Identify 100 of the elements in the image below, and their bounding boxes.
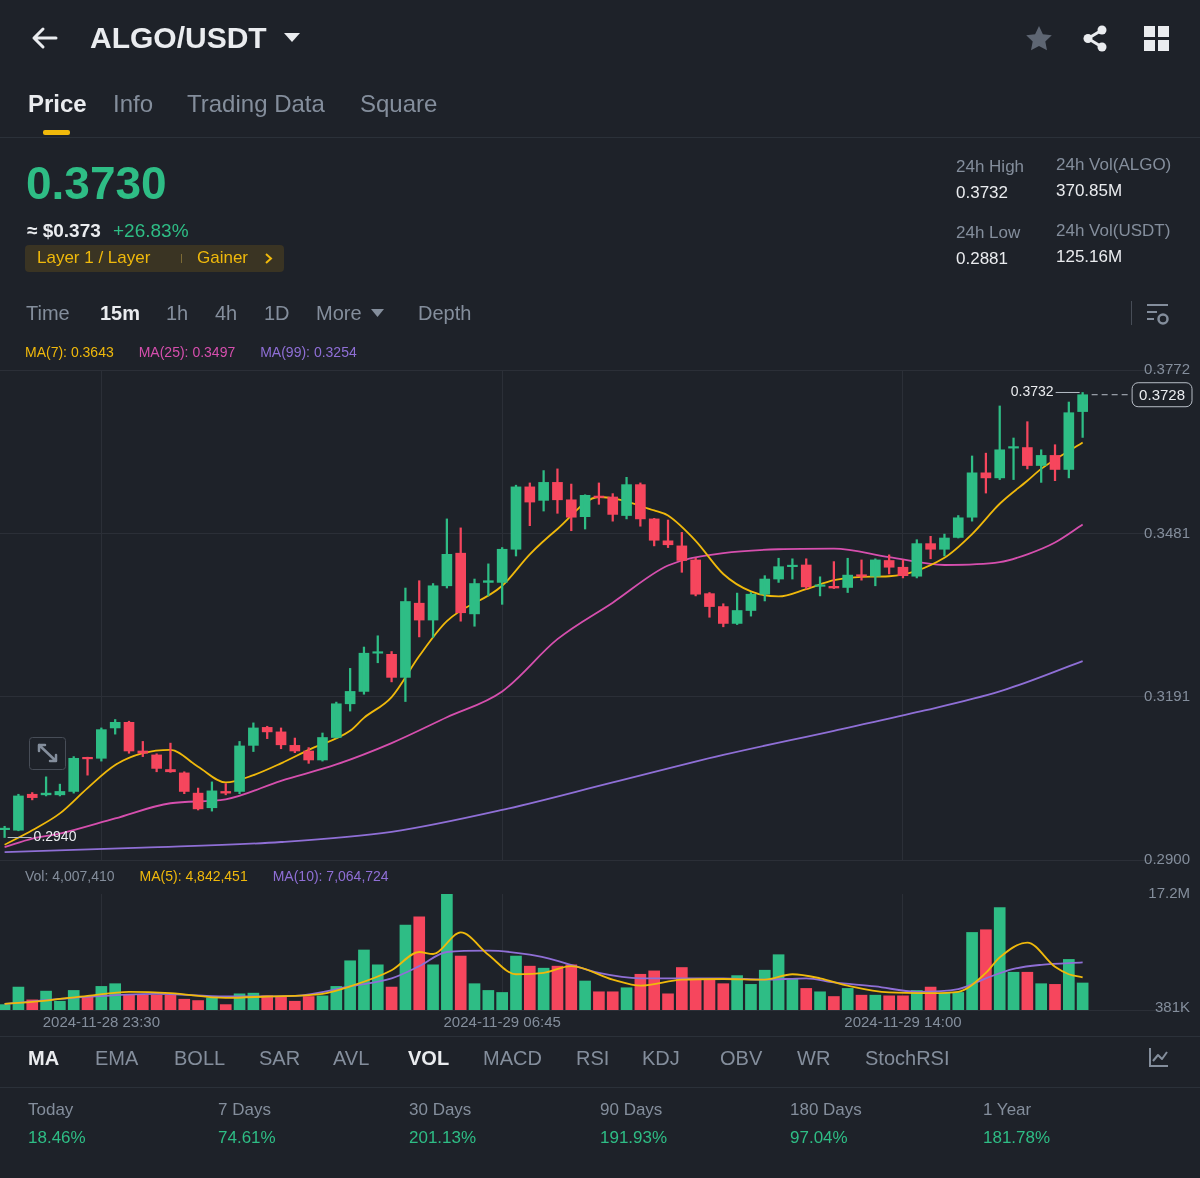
bar — [0, 1004, 11, 1010]
text: 24h Vol(ALGO) — [1056, 154, 1172, 176]
bar — [178, 998, 191, 1010]
y-tick-label: 17.2M — [1148, 884, 1190, 902]
x-tick-label: 2024-11-28 23:30 — [42, 1013, 161, 1031]
bar — [993, 907, 1006, 1010]
y-tick-label: 0.3191 — [1144, 686, 1190, 704]
bar — [952, 992, 965, 1010]
bar — [289, 1000, 301, 1010]
bar — [316, 995, 329, 1010]
text: Info — [113, 89, 154, 119]
candlestick — [372, 635, 384, 664]
line-series — [3, 660, 1084, 854]
bar — [828, 996, 840, 1010]
text: Today — [28, 1099, 74, 1121]
text: BOLL — [174, 1046, 226, 1070]
text: MA(5): 4,842,451 — [139, 867, 248, 884]
bar — [717, 983, 730, 1010]
bar — [1076, 982, 1089, 1010]
text: MA(99): 0.3254 — [260, 343, 357, 360]
bar — [966, 932, 978, 1010]
bar — [219, 1004, 232, 1010]
text: VOL — [408, 1046, 450, 1070]
text: 0.3730 — [26, 156, 167, 212]
bar — [54, 1000, 66, 1010]
bar — [841, 988, 854, 1010]
bar — [551, 965, 564, 1010]
text: ALGO/USDT — [90, 20, 267, 56]
bar — [427, 964, 439, 1010]
text: 181.78% — [983, 1127, 1051, 1149]
y-tick-label: 0.3772 — [1144, 360, 1190, 378]
text: Time — [26, 301, 70, 325]
bar — [482, 990, 495, 1010]
text: Gainer — [197, 247, 249, 269]
text: MA(25): 0.3497 — [138, 343, 236, 360]
bar — [164, 994, 177, 1010]
bar — [537, 967, 550, 1010]
text: 201.13% — [409, 1127, 477, 1149]
text: 30 Days — [409, 1099, 472, 1121]
bar — [385, 986, 398, 1010]
bar — [745, 984, 757, 1010]
text: 97.04% — [790, 1127, 848, 1149]
ref-line-label: 0.3728 — [1139, 385, 1186, 403]
bar — [206, 997, 218, 1010]
bar — [275, 996, 287, 1010]
text: MACD — [483, 1046, 542, 1070]
bar — [413, 916, 426, 1010]
bar — [662, 993, 674, 1010]
text: SAR — [259, 1046, 301, 1070]
bar — [468, 983, 481, 1010]
bar — [897, 995, 909, 1010]
bar — [1049, 984, 1061, 1010]
text: Depth — [418, 301, 472, 325]
text: 1D — [264, 301, 290, 325]
line-series — [3, 523, 1084, 848]
bar — [454, 955, 467, 1010]
text: 24h Vol(USDT) — [1056, 220, 1171, 242]
bar — [1007, 971, 1020, 1010]
text: 1h — [166, 301, 189, 325]
text: KDJ — [642, 1046, 680, 1070]
text: 191.93% — [600, 1127, 668, 1149]
text: StochRSI — [865, 1046, 950, 1070]
line-series — [3, 441, 1084, 846]
bar — [786, 977, 799, 1010]
bar — [869, 994, 882, 1010]
bar — [1021, 971, 1034, 1010]
bar — [1035, 983, 1048, 1010]
y-tick-label: 0.3481 — [1144, 523, 1190, 541]
bar — [606, 991, 619, 1010]
text: 180 Days — [790, 1099, 862, 1121]
text: 90 Days — [600, 1099, 663, 1121]
bar — [855, 994, 868, 1010]
text: 24h Low — [956, 222, 1021, 244]
text: 0.2881 — [956, 248, 1008, 270]
bar — [1062, 959, 1075, 1010]
bar — [980, 929, 992, 1010]
bar — [565, 964, 578, 1010]
bar — [358, 949, 370, 1010]
bar — [150, 994, 163, 1010]
x-tick-label: 2024-11-29 06:45 — [443, 1013, 561, 1031]
text: ≈ $0.373 — [27, 219, 101, 243]
bar — [344, 960, 356, 1010]
y-tick-label: 0.2900 — [1144, 850, 1190, 868]
bar — [302, 996, 315, 1010]
text: RSI — [576, 1046, 610, 1070]
bar — [814, 991, 826, 1010]
bar — [136, 994, 149, 1010]
text: AVL — [333, 1046, 370, 1070]
text: 7 Days — [218, 1099, 271, 1121]
text: EMA — [95, 1046, 139, 1070]
bar — [883, 995, 895, 1010]
text: +26.83% — [113, 219, 189, 243]
bar — [758, 969, 771, 1010]
bar — [496, 992, 508, 1010]
text: 0.3732 — [956, 182, 1008, 204]
bar — [703, 979, 716, 1010]
text: 15m — [100, 301, 141, 325]
annotation: 0.3732 — [1010, 383, 1054, 400]
candlestick — [856, 559, 867, 581]
y-tick-label: 381K — [1154, 997, 1190, 1015]
